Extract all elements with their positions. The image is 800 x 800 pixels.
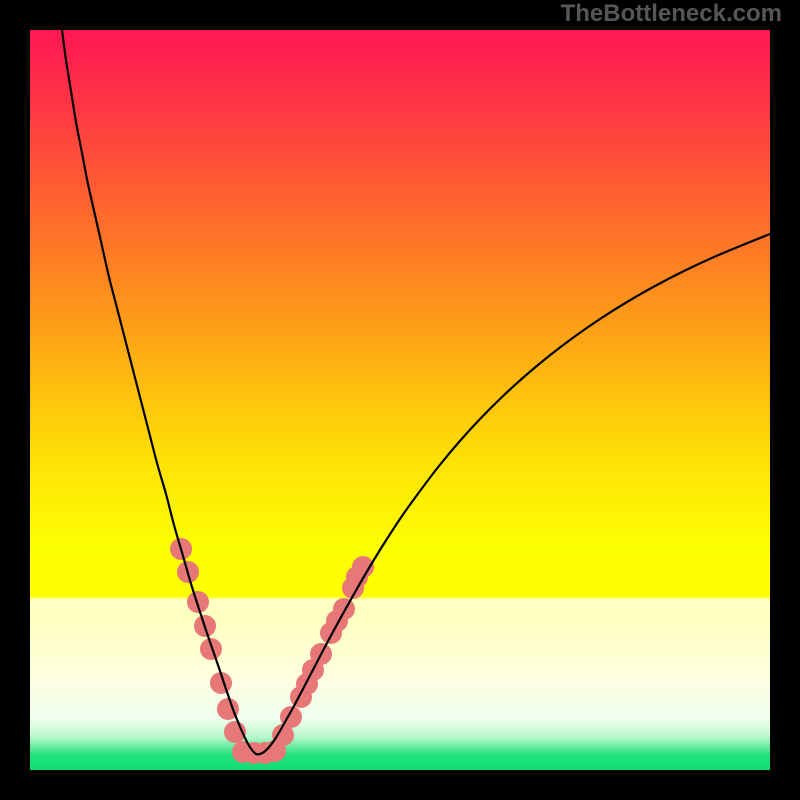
data-marker <box>187 591 209 613</box>
watermark-text: TheBottleneck.com <box>561 0 782 28</box>
data-marker <box>333 598 355 620</box>
data-marker <box>200 638 222 660</box>
bottleneck-chart <box>0 0 800 800</box>
